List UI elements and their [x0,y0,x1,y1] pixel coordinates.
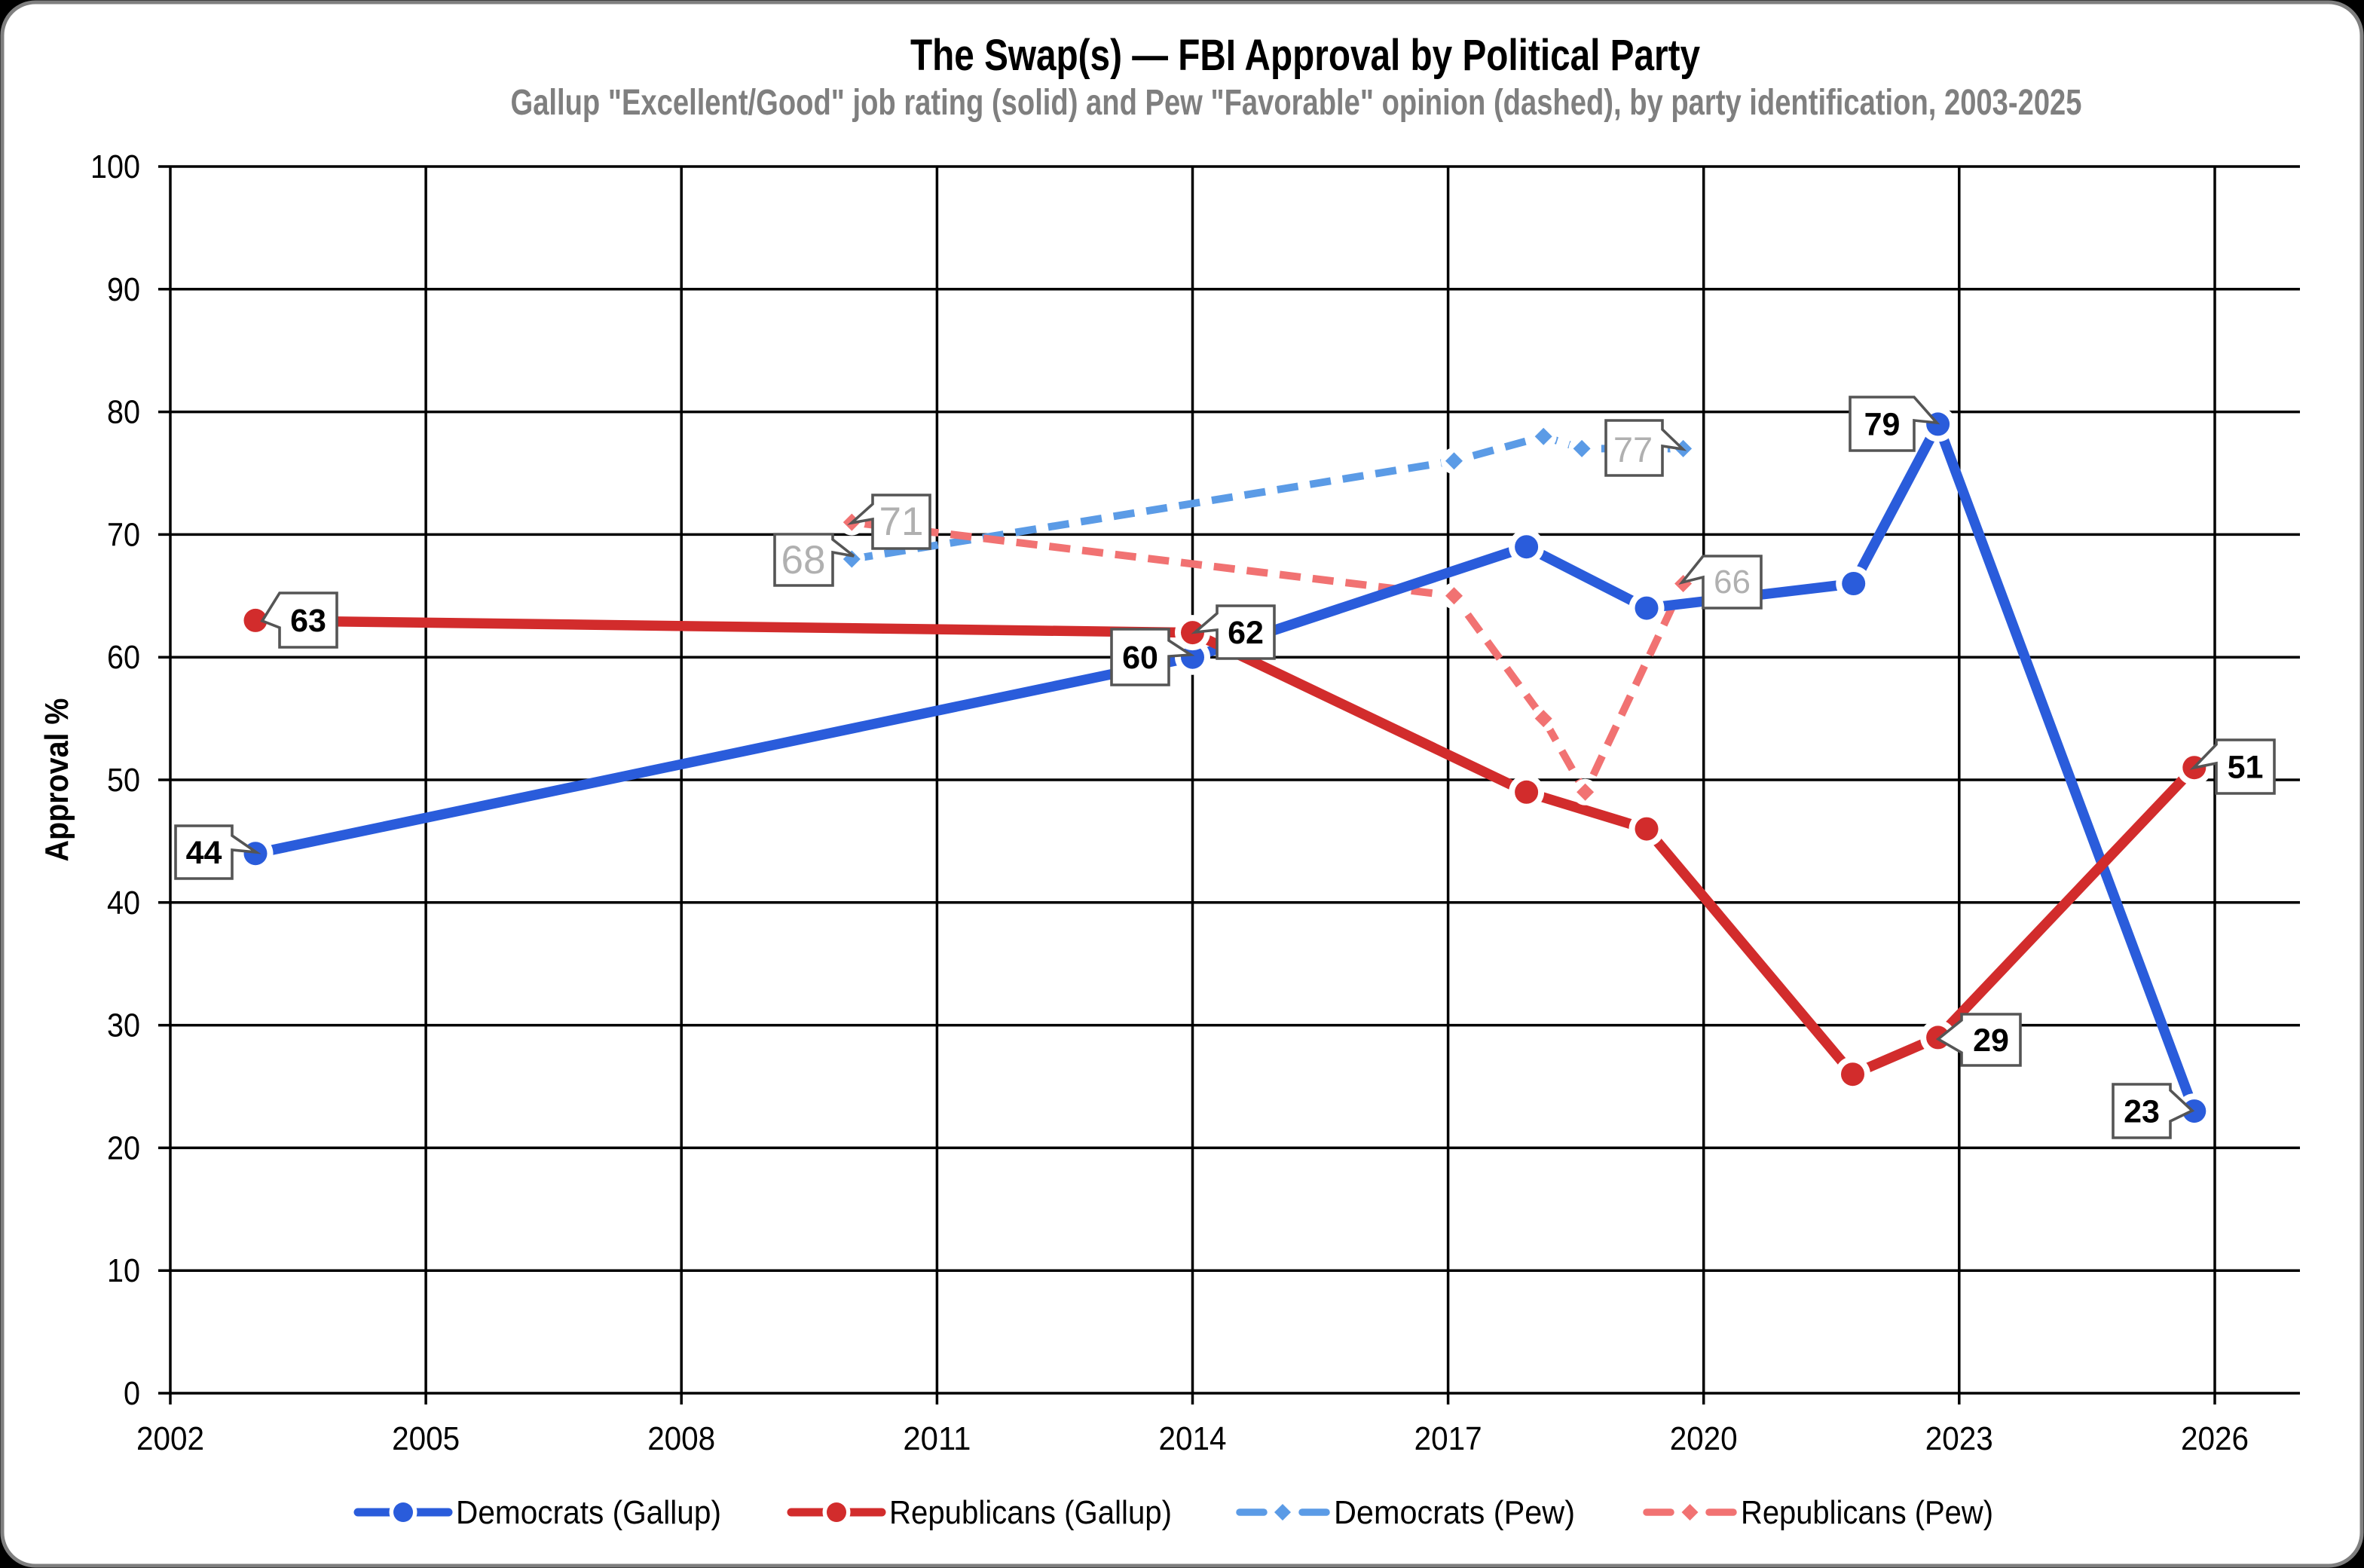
svg-text:79: 79 [1864,407,1901,443]
svg-text:44: 44 [186,835,222,871]
svg-text:2008: 2008 [647,1420,715,1457]
svg-text:2014: 2014 [1159,1420,1227,1457]
svg-text:23: 23 [2124,1094,2160,1130]
svg-text:80: 80 [107,394,140,431]
svg-text:66: 66 [1714,564,1751,601]
svg-text:Republicans (Gallup): Republicans (Gallup) [889,1494,1172,1531]
svg-text:29: 29 [1973,1022,2009,1059]
svg-text:70: 70 [107,516,140,553]
svg-text:51: 51 [2228,750,2264,786]
svg-text:40: 40 [107,885,140,922]
svg-text:90: 90 [107,271,140,308]
svg-text:2005: 2005 [392,1420,460,1457]
svg-text:20: 20 [107,1129,140,1166]
svg-text:0: 0 [124,1375,140,1412]
svg-text:Democrats (Pew): Democrats (Pew) [1334,1494,1575,1531]
svg-text:2020: 2020 [1670,1420,1738,1457]
svg-text:68: 68 [781,538,826,582]
svg-text:50: 50 [107,762,140,799]
svg-text:100: 100 [90,148,140,185]
svg-text:60: 60 [1122,640,1158,676]
svg-text:2002: 2002 [136,1420,204,1457]
svg-text:2026: 2026 [2181,1420,2249,1457]
svg-text:Gallup "Excellent/Good" job ra: Gallup "Excellent/Good" job rating (soli… [511,83,2082,123]
svg-text:30: 30 [107,1007,140,1044]
svg-text:2023: 2023 [1925,1420,1993,1457]
svg-text:Democrats (Gallup): Democrats (Gallup) [456,1494,721,1531]
svg-text:63: 63 [290,603,326,639]
svg-text:2017: 2017 [1414,1420,1482,1457]
svg-text:77: 77 [1613,429,1653,469]
svg-text:2011: 2011 [903,1420,971,1457]
svg-text:71: 71 [879,500,924,544]
svg-text:10: 10 [107,1252,140,1289]
svg-text:Republicans (Pew): Republicans (Pew) [1741,1494,1993,1531]
svg-text:Approval %: Approval % [38,698,75,862]
svg-text:62: 62 [1228,615,1264,651]
svg-text:The Swap(s) — FBI Approval by: The Swap(s) — FBI Approval by Political … [910,31,1700,80]
svg-text:60: 60 [107,639,140,676]
